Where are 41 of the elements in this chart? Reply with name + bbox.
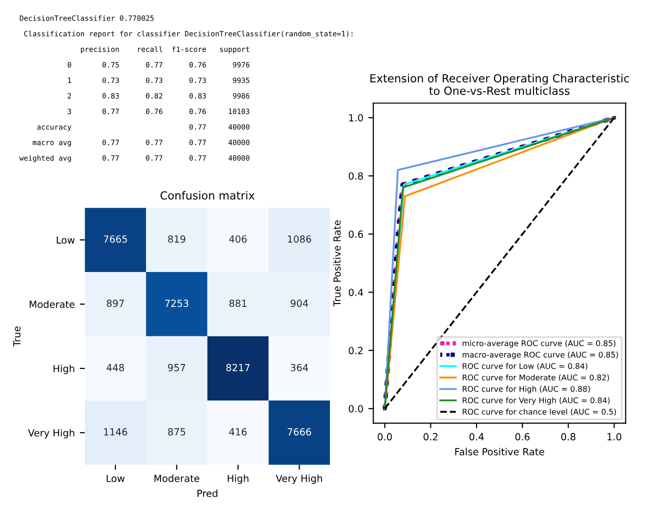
data-label: 8217 [226,364,250,372]
y-axis-title: True [13,326,21,347]
data-label: 448 [106,364,124,372]
x-tick-label: 0.2 [424,433,438,440]
y-axis-title: True Positive Rate [333,220,341,306]
data-label: 364 [290,364,308,372]
x-tick-label: 1.0 [608,433,622,440]
y-tick-label: 0.2 [348,346,363,354]
x-axis-title: Pred [198,490,218,498]
x-axis-title: False Positive Rate [455,448,544,456]
y-tick-label: 0.6 [348,230,363,238]
data-label: 875 [168,428,186,436]
data-label: 7253 [165,300,188,307]
data-label: 819 [168,235,186,243]
data-label: 1146 [104,428,128,436]
x-tick-label: 0.4 [469,433,484,440]
data-label: 7665 [104,235,127,243]
x-tick-label: Moderate [154,474,200,482]
y-tick-label: 0.8 [348,172,363,180]
y-tick-label: Moderate [30,300,75,308]
data-label: 881 [229,300,246,307]
x-tick-label: High [228,474,248,484]
data-label: 416 [229,428,247,436]
data-label: 957 [168,364,186,372]
data-label: 904 [290,300,308,307]
chart-title: Confusion matrix [160,190,255,200]
y-tick-label: Low [56,236,75,244]
y-tick-label: 0.0 [348,405,363,412]
chart-title: Extension of Receiver Operating Characteristic to One-vs-Rest multiclass [370,74,629,95]
x-tick-label: 0.6 [515,433,530,440]
x-tick-label: Very High [276,474,322,484]
y-tick-label: 1.0 [349,114,363,122]
x-tick-label: 0.8 [561,433,576,440]
x-tick-label: 0.0 [378,433,392,440]
data-label: 7666 [288,428,312,436]
data-label: 897 [106,300,124,307]
data-label: 406 [229,235,247,243]
x-tick-label: Low [106,474,125,482]
y-tick-label: High [54,364,74,374]
y-tick-label: 0.4 [348,288,364,296]
data-label: 1086 [288,235,312,243]
